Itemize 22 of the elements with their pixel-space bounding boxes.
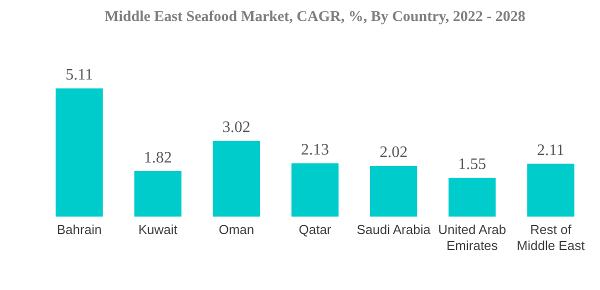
bar (448, 178, 496, 217)
x-tick-label: Oman (218, 222, 254, 238)
x-tick-label: Qatar (298, 222, 332, 238)
data-label: 5.11 (66, 66, 93, 84)
data-label: 2.02 (380, 144, 408, 162)
x-tick-label: Rest of Middle East (516, 222, 586, 253)
bar (370, 166, 418, 217)
data-label: 2.11 (537, 142, 564, 159)
bar (527, 164, 574, 217)
x-tick-label: Saudi Arabia (356, 222, 432, 238)
bar (212, 140, 260, 217)
x-tick-label: Kuwait (138, 222, 178, 238)
bar (291, 163, 339, 217)
x-tick-label: Bahrain (56, 222, 102, 238)
data-label: 2.13 (301, 141, 329, 158)
chart-title: Middle East Seafood Market, CAGR, %, By Country, 2022 - 2028 (104, 8, 526, 25)
bar (56, 88, 103, 217)
bar (134, 171, 182, 217)
data-label: 1.82 (144, 149, 172, 166)
x-tick-label: United Arab Emirates (438, 222, 506, 253)
data-label: 1.55 (458, 156, 486, 174)
data-label: 3.02 (222, 119, 250, 136)
